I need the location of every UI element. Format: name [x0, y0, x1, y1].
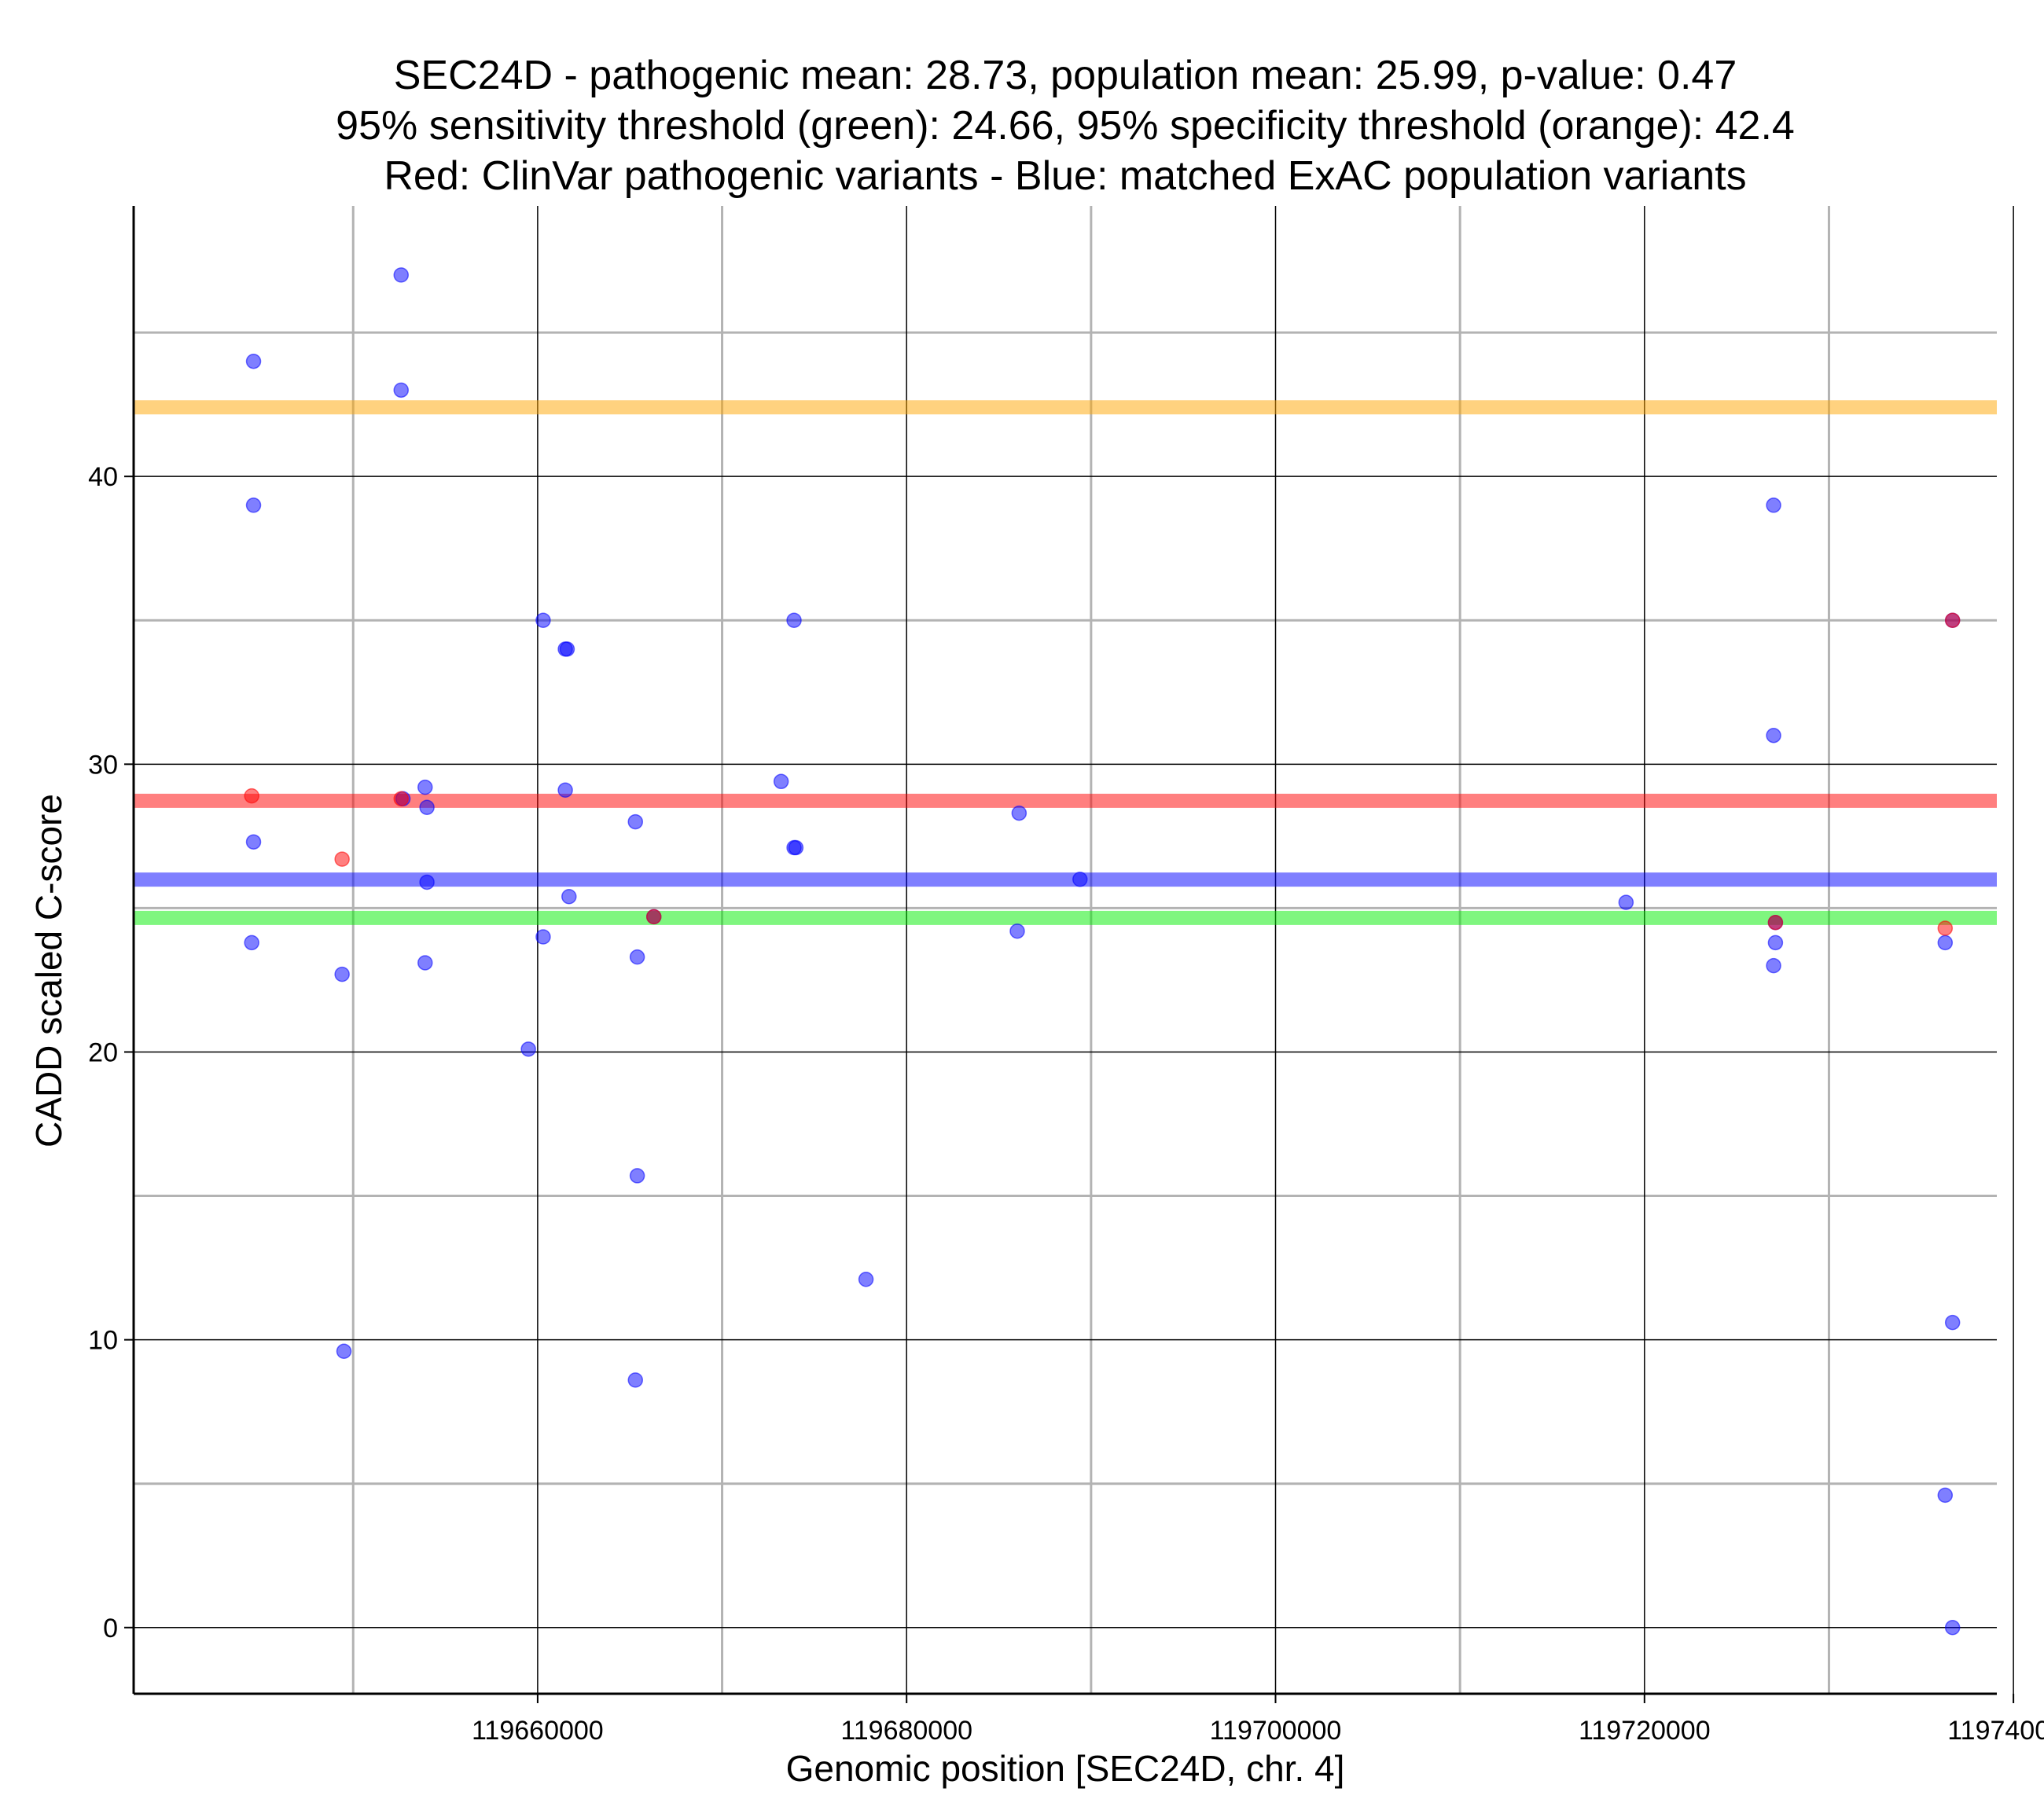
pathogenic-variant-point — [1767, 914, 1784, 931]
population-variant-point — [1766, 498, 1781, 513]
chart-title: SEC24D - pathogenic mean: 28.73, populat… — [336, 53, 1795, 199]
population-variant-point — [245, 834, 262, 850]
pathogenic-variant-point — [1944, 612, 1961, 629]
x-tick-label: 119740000 — [1947, 1716, 2044, 1746]
population-variant-point — [334, 966, 350, 982]
population-variant-point — [419, 799, 435, 816]
population-variant-point — [245, 353, 262, 369]
population-variant-point — [559, 641, 575, 657]
population-variant-point — [1766, 727, 1781, 744]
population-variant-point — [1618, 894, 1634, 910]
population-variant-point — [393, 267, 409, 283]
major-gridlines — [134, 206, 2014, 1694]
x-tick-label: 119720000 — [1579, 1716, 1711, 1746]
population-variant-point — [788, 839, 804, 856]
axes — [132, 206, 1997, 1695]
population-variant-point — [336, 1343, 352, 1360]
title-line-3: Red: ClinVar pathogenic variants - Blue:… — [384, 153, 1746, 199]
population-variant-point — [520, 1041, 536, 1057]
population-variant-point — [561, 889, 577, 905]
data-points — [244, 267, 1961, 1636]
pathogenic-variant-point — [1937, 920, 1954, 936]
population-variant-point — [1766, 957, 1781, 974]
population-variant-point — [627, 1372, 644, 1388]
pathogenic-variant-point — [244, 788, 259, 804]
population-variant-point — [1072, 872, 1088, 887]
population-variant-point — [1937, 935, 1954, 951]
population-variant-point — [786, 612, 802, 629]
population-variant-point — [629, 949, 645, 965]
y-tick-label: 20 — [88, 1037, 118, 1067]
y-tick-label: 10 — [88, 1326, 118, 1356]
y-tick-label: 40 — [88, 462, 118, 492]
population-variant-point — [1009, 923, 1025, 939]
minor-gridlines — [134, 206, 1997, 1694]
y-tick-label: 30 — [88, 750, 118, 780]
population-variant-point — [244, 935, 259, 951]
title-line-1: SEC24D - pathogenic mean: 28.73, populat… — [394, 53, 1737, 98]
title-line-2: 95% sensitivity threshold (green): 24.66… — [336, 103, 1795, 149]
pathogenic-variant-point — [393, 791, 409, 807]
population-variant-point — [535, 612, 551, 629]
pathogenic-variant-point — [334, 851, 350, 867]
population-variant-point — [419, 874, 435, 890]
y-axis-ticks: 0 10 20 30 40 — [88, 462, 134, 1643]
population-variant-point — [629, 1168, 645, 1184]
threshold-lines — [134, 400, 1997, 925]
x-axis-label: Genomic position [SEC24D, chr. 4] — [786, 1748, 1345, 1789]
population-variant-point — [1767, 935, 1784, 951]
x-tick-label: 119700000 — [1210, 1716, 1342, 1746]
y-axis-label: CADD scaled C-score — [28, 794, 69, 1148]
population-variant-point — [1944, 1620, 1961, 1636]
population-variant-point — [858, 1271, 874, 1287]
pathogenic-variant-point — [645, 909, 662, 925]
population-variant-point — [773, 773, 789, 790]
x-tick-label: 119660000 — [472, 1716, 604, 1746]
x-axis-ticks: 119660000 119680000 119700000 119720000 1197… — [472, 1694, 2044, 1746]
population-variant-point — [557, 782, 573, 799]
population-variant-point — [627, 813, 644, 830]
population-variant-point — [417, 779, 433, 795]
population-variant-point — [1944, 1314, 1961, 1331]
population-variant-point — [1937, 1487, 1954, 1504]
population-variant-point — [1011, 805, 1028, 821]
population-variant-point — [417, 955, 433, 971]
x-tick-label: 119680000 — [840, 1716, 972, 1746]
population-variant-point — [535, 929, 551, 945]
population-variant-point — [393, 382, 409, 398]
population-variant-point — [245, 498, 262, 513]
y-tick-label: 0 — [103, 1614, 118, 1643]
